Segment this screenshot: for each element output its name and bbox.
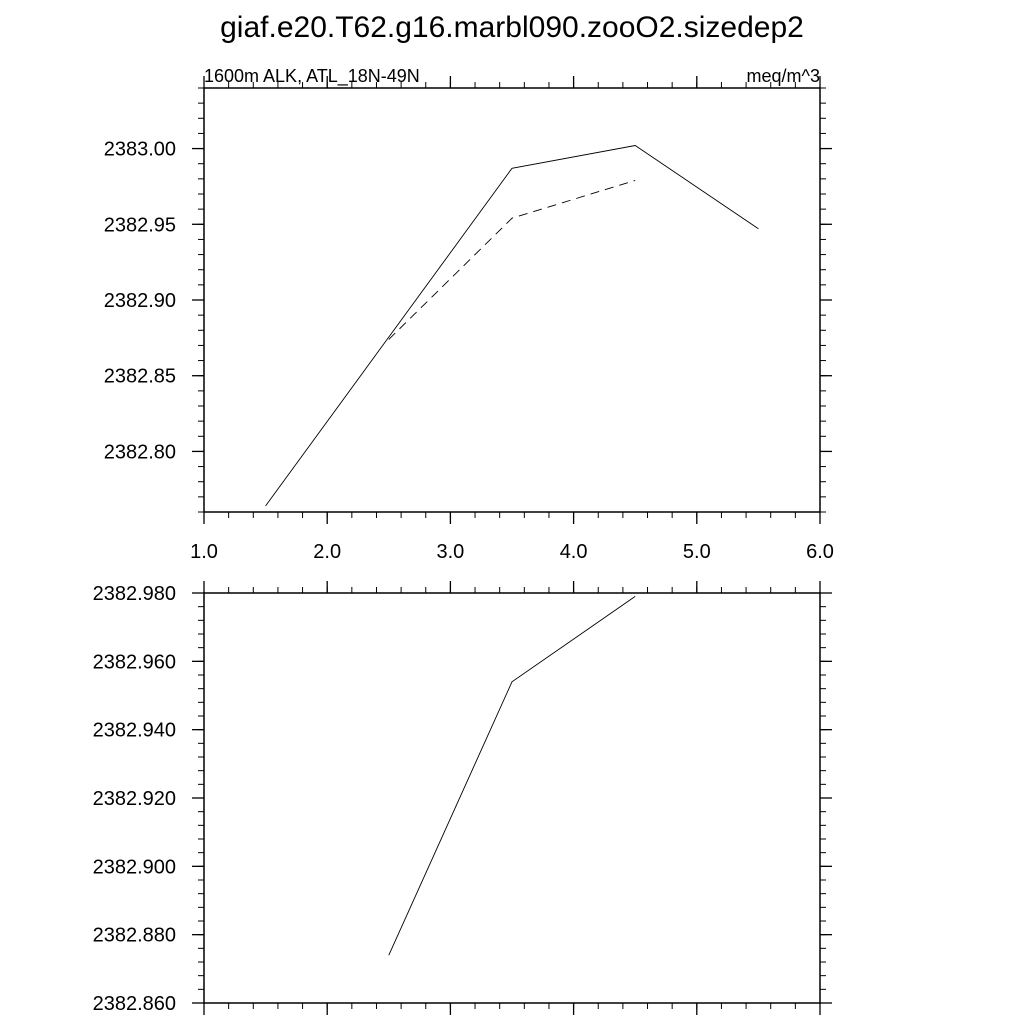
y-tick-label: 2382.940 bbox=[93, 720, 176, 742]
y-tick-label: 2382.960 bbox=[93, 651, 176, 673]
top-series-lines bbox=[265, 145, 759, 507]
top-panel: 1600m ALK, ATL_18N-49N meq/m^3 2382.8023… bbox=[104, 66, 834, 563]
top-subtitle-left: 1600m ALK, ATL_18N-49N bbox=[204, 66, 420, 87]
bottom-y-tick-labels: 2382.860 2382.880 2382.900 2382.920 2382.940… bbox=[93, 583, 176, 1015]
series-line-dashed bbox=[388, 179, 636, 340]
y-tick-label: 2382.80 bbox=[104, 441, 176, 463]
y-tick-label: 2382.860 bbox=[93, 993, 176, 1015]
bottom-minor-ticks bbox=[198, 587, 826, 1009]
top-minor-ticks bbox=[198, 82, 826, 518]
series-line-solid bbox=[265, 145, 759, 507]
y-tick-label: 2383.00 bbox=[104, 139, 176, 161]
series-line-solid bbox=[388, 596, 636, 956]
y-tick-label: 2382.85 bbox=[104, 366, 176, 388]
y-tick-label: 2382.95 bbox=[104, 214, 176, 236]
top-x-tick-labels: 1.0 2.0 3.0 4.0 5.0 6.0 bbox=[190, 541, 834, 563]
top-y-tick-labels: 2382.80 2382.85 2382.90 2382.95 2383.00 bbox=[104, 139, 176, 464]
top-major-ticks bbox=[192, 76, 832, 524]
x-tick-label: 3.0 bbox=[436, 541, 464, 563]
bottom-panel: 2382.860 2382.880 2382.900 2382.920 2382.940… bbox=[93, 581, 832, 1015]
y-tick-label: 2382.880 bbox=[93, 925, 176, 947]
bottom-plot-frame bbox=[203, 592, 821, 1004]
y-tick-label: 2382.980 bbox=[93, 583, 176, 605]
y-tick-label: 2382.90 bbox=[104, 290, 176, 312]
x-tick-label: 1.0 bbox=[190, 541, 218, 563]
x-tick-label: 5.0 bbox=[683, 541, 711, 563]
figure-title: giaf.e20.T62.g16.marbl090.zooO2.sizedep2 bbox=[220, 11, 804, 44]
bottom-series-lines bbox=[388, 596, 636, 956]
y-tick-label: 2382.900 bbox=[93, 856, 176, 878]
x-tick-label: 2.0 bbox=[313, 541, 341, 563]
y-tick-label: 2382.920 bbox=[93, 788, 176, 810]
x-tick-label: 4.0 bbox=[560, 541, 588, 563]
top-subtitle-right: meq/m^3 bbox=[747, 66, 820, 86]
bottom-major-ticks bbox=[192, 581, 832, 1015]
x-tick-label: 6.0 bbox=[806, 541, 834, 563]
top-plot-frame bbox=[203, 87, 821, 513]
